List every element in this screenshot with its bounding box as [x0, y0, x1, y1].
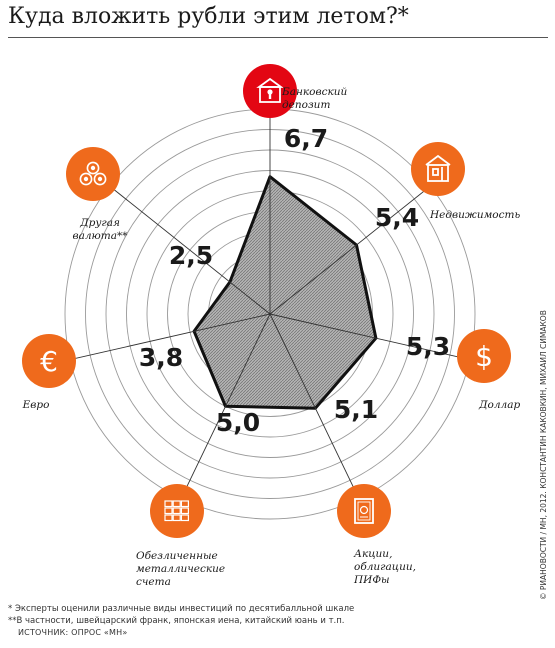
value-label: 6,7	[284, 124, 328, 153]
axis-label: Доллар	[478, 399, 520, 411]
axis-label: Другая валюта**	[72, 217, 128, 242]
value-label: 5,0	[216, 408, 260, 437]
axis-label: Недвижимость	[429, 209, 520, 221]
credit-line: © РИАНОВОСТИ / МН, 2012. КОНСТАНТИН КАКО…	[539, 310, 548, 600]
source-note: источник: опрос «мн»	[18, 628, 128, 637]
axis-label: Банковский депозит	[281, 86, 348, 111]
value-label: 5,4	[375, 203, 419, 232]
axis-label: Акции, облигации, ПИФы	[353, 548, 416, 586]
certificate-icon	[337, 484, 391, 538]
value-label: 5,3	[406, 332, 450, 361]
axis-spoke	[37, 313, 271, 368]
title-divider	[8, 37, 548, 38]
chart-title: Куда вложить рубли этим летом?*	[8, 4, 409, 29]
value-label: 2,5	[169, 241, 213, 270]
axis-spoke	[83, 165, 271, 315]
axis-label: Обезличенные металлические счета	[136, 550, 225, 588]
coins-icon	[66, 147, 120, 201]
svg-text:$: $	[475, 340, 493, 373]
dollar-icon: $	[457, 329, 511, 383]
value-label: 5,1	[334, 395, 378, 424]
building-icon	[411, 142, 465, 196]
data-polygon	[192, 175, 378, 410]
footnote-currency: **В частности, швейцарский франк, японск…	[8, 616, 345, 626]
value-label: 3,8	[139, 343, 183, 372]
footnotes: * Эксперты оценили различные виды инвест…	[8, 603, 528, 639]
euro-icon: €	[22, 334, 76, 388]
axis-label: Евро	[22, 399, 50, 411]
svg-text:€: €	[40, 345, 58, 378]
footnote-scale: * Эксперты оценили различные виды инвест…	[8, 604, 355, 614]
gold-bars-icon	[150, 484, 204, 538]
bank-vault-icon	[243, 64, 297, 118]
